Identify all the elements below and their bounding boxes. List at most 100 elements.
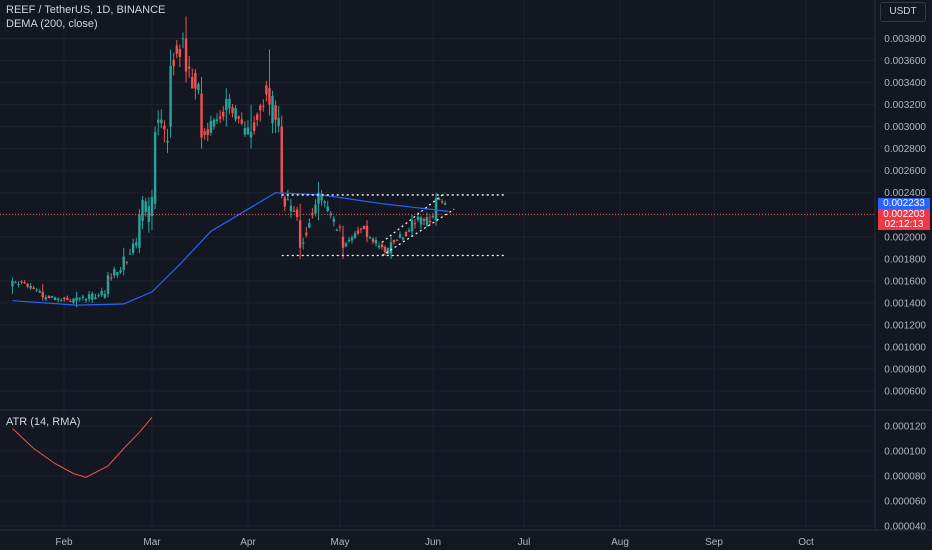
- price-tick-label: 0.002400: [884, 188, 926, 199]
- candle-body: [428, 221, 432, 223]
- price-tick-label: 0.003200: [884, 100, 926, 111]
- candle-body: [434, 198, 438, 221]
- time-tick-label: Sep: [705, 537, 723, 548]
- candle-body: [365, 225, 369, 237]
- candle-body: [347, 239, 351, 242]
- price-tick-label: 0.003400: [884, 78, 926, 89]
- price-tick-label: 0.001000: [884, 342, 926, 353]
- candle-body: [386, 248, 390, 255]
- atr-tick-label: 0.000060: [884, 497, 926, 508]
- atr-tick-label: 0.000080: [884, 472, 926, 483]
- atr-line: [12, 416, 153, 478]
- channel-line: [381, 208, 455, 257]
- candle-body: [197, 84, 200, 91]
- candle-body: [97, 295, 100, 297]
- candle-body: [203, 131, 206, 135]
- candle-body: [395, 239, 399, 241]
- candle-body: [392, 239, 396, 243]
- candle-body: [419, 217, 423, 225]
- candle-body: [274, 105, 277, 120]
- countdown-tag: 02:12:13: [878, 219, 930, 230]
- candle-body: [389, 242, 393, 254]
- candle-body: [84, 299, 88, 301]
- candle-body: [150, 197, 154, 217]
- candle-body: [178, 49, 182, 57]
- time-tick-label: Oct: [798, 537, 814, 548]
- candle-body: [166, 140, 169, 143]
- candle-body: [194, 72, 197, 89]
- candle-body: [377, 245, 381, 248]
- candle-body: [209, 120, 213, 133]
- dema-path: [12, 192, 449, 306]
- candle-body: [308, 223, 311, 228]
- candle-body: [341, 236, 345, 248]
- candle-body: [187, 66, 191, 69]
- candle-body: [323, 201, 326, 203]
- candle-body: [404, 231, 408, 237]
- candle-body: [69, 301, 72, 303]
- candle-body: [353, 233, 357, 239]
- candle-body: [305, 232, 308, 236]
- candle-body: [53, 297, 57, 301]
- candle-body: [431, 215, 435, 218]
- atr-tick-label: 0.000040: [884, 522, 926, 533]
- candle-body: [271, 96, 274, 124]
- candle-body: [256, 114, 259, 120]
- time-axis[interactable]: Feb Mar Apr May Jun Jul Aug Sep Oct: [55, 537, 814, 548]
- price-tick-label: 0.001600: [884, 276, 926, 287]
- candle-body: [362, 225, 366, 229]
- candle-body: [163, 125, 166, 130]
- candle-body: [125, 261, 129, 263]
- candle-body: [368, 237, 372, 239]
- candle-body: [265, 85, 268, 95]
- candle-body: [32, 287, 35, 290]
- candle-body: [11, 280, 14, 287]
- candle-body: [335, 229, 339, 231]
- candle-body: [413, 223, 417, 225]
- atr-tick-label: 0.000100: [884, 447, 926, 458]
- candle-body: [356, 230, 360, 234]
- currency-button[interactable]: USDT: [880, 2, 926, 22]
- candle-body: [100, 290, 103, 296]
- candle-body: [268, 88, 271, 105]
- candle-body: [78, 298, 81, 300]
- candle-body: [240, 119, 243, 124]
- price-tick-label: 0.003800: [884, 34, 926, 45]
- price-tick-label: 0.001800: [884, 254, 926, 265]
- candle-body: [169, 66, 172, 127]
- price-tick-label: 0.002600: [884, 166, 926, 177]
- candle-body: [109, 277, 113, 279]
- atr-legend[interactable]: ATR (14, RMA): [6, 416, 81, 428]
- price-tick-label: 0.000600: [884, 387, 926, 398]
- price-tick-label: 0.003600: [884, 56, 926, 67]
- candle-body: [14, 282, 17, 284]
- candle-body: [103, 294, 107, 298]
- price-tick-label: 0.001200: [884, 320, 926, 331]
- time-tick-label: Jun: [425, 537, 441, 548]
- candle-body: [35, 289, 38, 291]
- drawings[interactable]: [281, 192, 506, 257]
- candle-body: [320, 193, 323, 201]
- candle-body: [181, 38, 185, 40]
- candle-body: [191, 77, 194, 89]
- candle-body: [298, 220, 302, 248]
- symbol-legend[interactable]: REEF / TetherUS, 1D, BINANCE: [6, 4, 166, 16]
- atr-tick-label: 0.000120: [884, 422, 926, 433]
- channel-line: [381, 192, 446, 243]
- candle-body: [380, 244, 384, 248]
- candle-body: [113, 268, 116, 276]
- candle-body: [344, 243, 348, 247]
- candle-body: [401, 237, 405, 240]
- candle-body: [231, 107, 234, 113]
- candle-body: [425, 217, 429, 226]
- pane-divider[interactable]: [0, 0, 932, 531]
- time-tick-label: Apr: [240, 537, 256, 548]
- candle-body: [172, 60, 175, 67]
- candle-body: [407, 230, 411, 232]
- atr-axis[interactable]: 0.000120 0.000100 0.000080 0.000060 0.000040: [884, 422, 926, 533]
- candle-body: [222, 111, 225, 117]
- candle-body: [218, 116, 222, 119]
- candle-body: [374, 239, 378, 244]
- dema-legend[interactable]: DEMA (200, close): [6, 18, 98, 30]
